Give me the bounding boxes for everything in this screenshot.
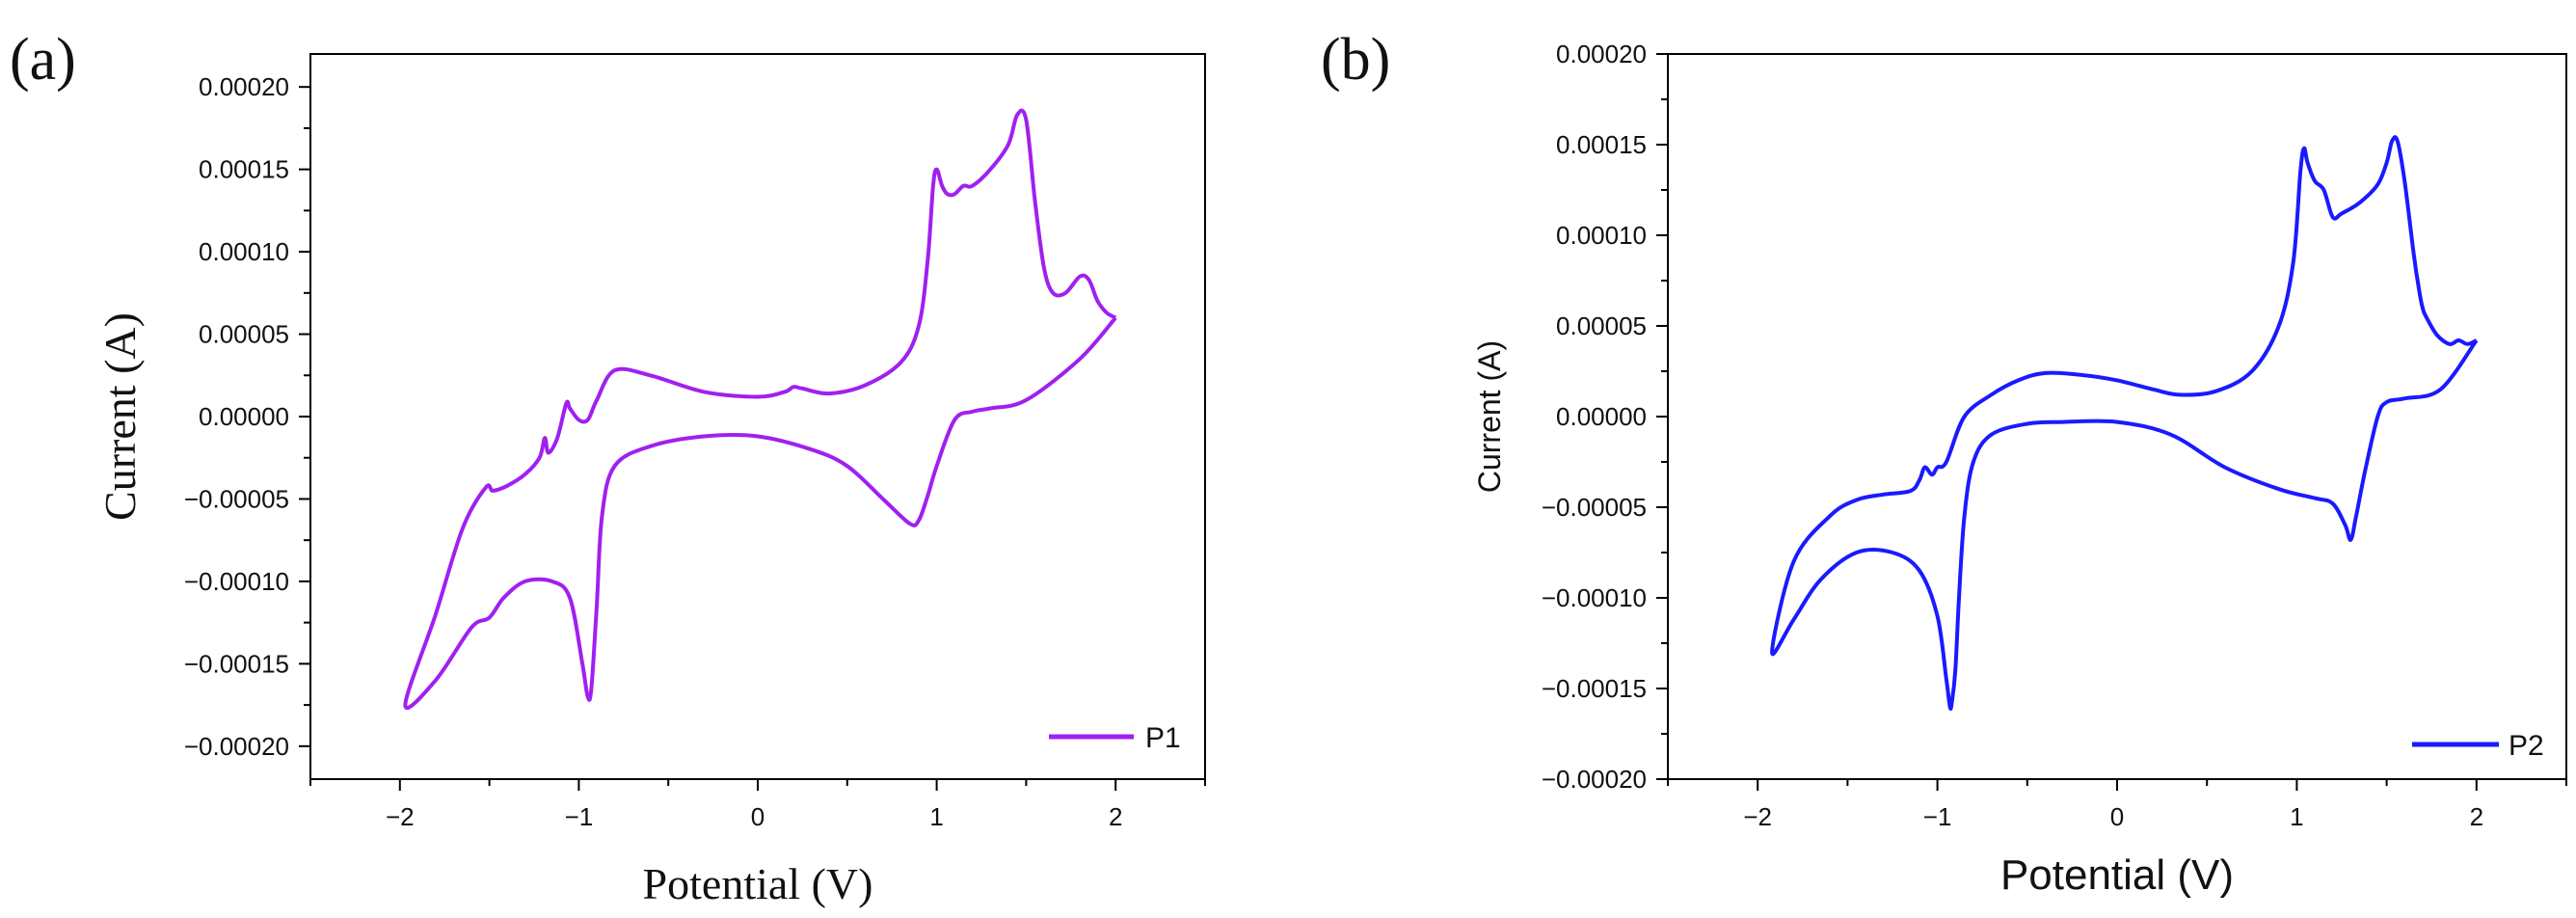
x-tick-label: −2 xyxy=(1743,802,1772,831)
y-tick-label: 0.00005 xyxy=(199,320,289,349)
legend-label-p2: P2 xyxy=(2509,730,2544,762)
y-tick-label: 0.00015 xyxy=(1556,130,1647,159)
y-tick-label: 0.00015 xyxy=(199,155,289,184)
x-tick-label: −1 xyxy=(565,802,594,831)
x-axis-title-b: Potential (V) xyxy=(2000,851,2234,899)
chart-panel-a: (a) 0.00020 0.00015 0.00010 0.00005 0.00000 −… xyxy=(10,27,1206,908)
legend-b: P2 xyxy=(2412,730,2544,762)
y-tick-label: 0.00020 xyxy=(1556,40,1647,68)
y-tick-label: 0.00010 xyxy=(199,237,289,266)
x-axis-title-a: Potential (V) xyxy=(643,859,873,908)
legend-label-p1: P1 xyxy=(1145,722,1181,754)
y-tick-label: −0.00010 xyxy=(1542,583,1647,612)
x-tick-label: 0 xyxy=(2110,802,2124,831)
plot-frame-b xyxy=(1667,53,2567,780)
x-tick-label: 1 xyxy=(929,802,943,831)
y-tick-label: 0.00000 xyxy=(1556,402,1647,431)
y-axis-title-b: Current (A) xyxy=(1472,340,1507,493)
panel-label-b: (b) xyxy=(1321,27,1390,93)
y-tick-label: −0.00010 xyxy=(184,567,289,596)
x-tick-label: 0 xyxy=(751,802,765,831)
series-line-p1 xyxy=(403,108,1117,710)
y-tick-label: −0.00020 xyxy=(184,732,289,761)
y-axis-a: 0.00020 0.00015 0.00010 0.00005 0.00000 −0.00… xyxy=(184,72,310,761)
chart-panel-b: (b) 0.00020 0.00015 0.00010 0.00005 0.00000 −… xyxy=(1321,27,2567,899)
y-tick-label: 0.00020 xyxy=(199,72,289,101)
y-tick-label: 0.00010 xyxy=(1556,221,1647,250)
x-tick-label: −2 xyxy=(386,802,415,831)
y-tick-label: −0.00015 xyxy=(1542,674,1647,703)
y-tick-label: 0.00000 xyxy=(199,402,289,431)
x-tick-label: 1 xyxy=(2290,802,2303,831)
panel-label-a: (a) xyxy=(10,27,76,93)
x-axis-b: −2 −1 0 1 2 xyxy=(1667,779,2567,831)
x-tick-label: −1 xyxy=(1923,802,1952,831)
y-tick-label: −0.00020 xyxy=(1542,765,1647,794)
x-tick-label: 2 xyxy=(2470,802,2483,831)
y-tick-label: −0.00015 xyxy=(184,649,289,678)
y-tick-label: −0.00005 xyxy=(184,484,289,513)
y-tick-label: 0.00005 xyxy=(1556,311,1647,340)
y-axis-b: 0.00020 0.00015 0.00010 0.00005 0.00000 −0.00… xyxy=(1542,40,1668,794)
y-axis-title-a: Current (A) xyxy=(95,312,145,521)
series-layer-a xyxy=(403,108,1117,710)
legend-a: P1 xyxy=(1049,722,1181,754)
x-tick-label: 2 xyxy=(1109,802,1122,831)
series-line-p2 xyxy=(1770,135,2479,712)
series-layer-b xyxy=(1770,135,2479,712)
y-tick-label: −0.00005 xyxy=(1542,493,1647,522)
x-axis-a: −2 −1 0 1 2 xyxy=(309,779,1206,831)
